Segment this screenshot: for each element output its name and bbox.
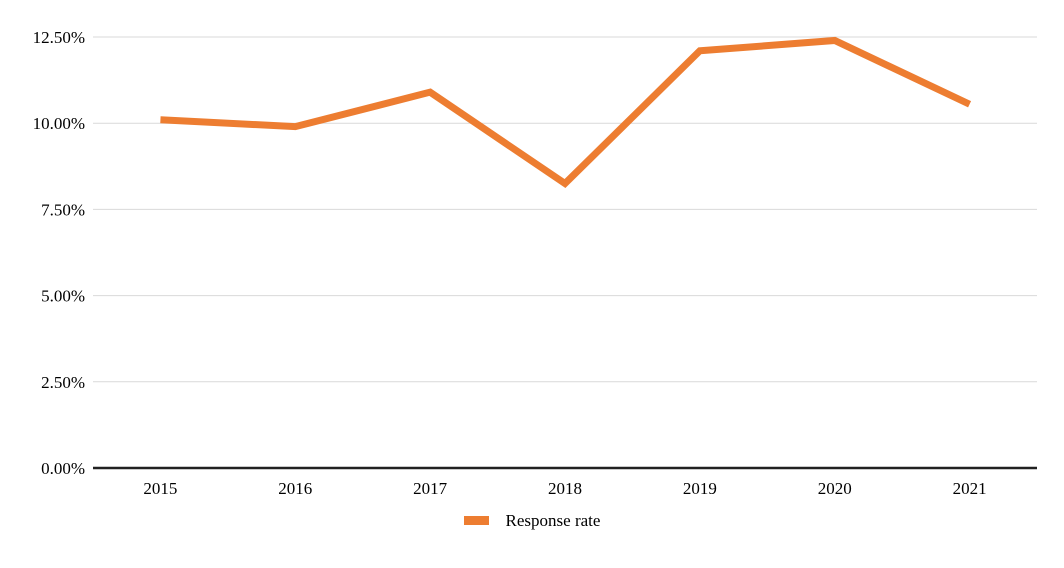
y-tick-label: 10.00% [33,114,85,133]
x-tick-label: 2019 [683,479,717,498]
y-tick-label: 0.00% [41,459,85,478]
y-tick-label: 2.50% [41,373,85,392]
x-tick-label: 2016 [278,479,312,498]
x-tick-label: 2018 [548,479,582,498]
legend-label: Response rate [505,511,601,530]
y-tick-label: 7.50% [41,200,85,219]
legend: Response rate [0,512,1064,529]
y-tick-label: 5.00% [41,287,85,306]
x-tick-label: 2015 [143,479,177,498]
x-tick-label: 2017 [413,479,448,498]
x-tick-label: 2021 [953,479,987,498]
x-tick-label: 2020 [818,479,852,498]
legend-swatch [463,516,489,525]
series-line-response-rate [160,36,972,189]
y-tick-label: 12.50% [33,28,85,47]
